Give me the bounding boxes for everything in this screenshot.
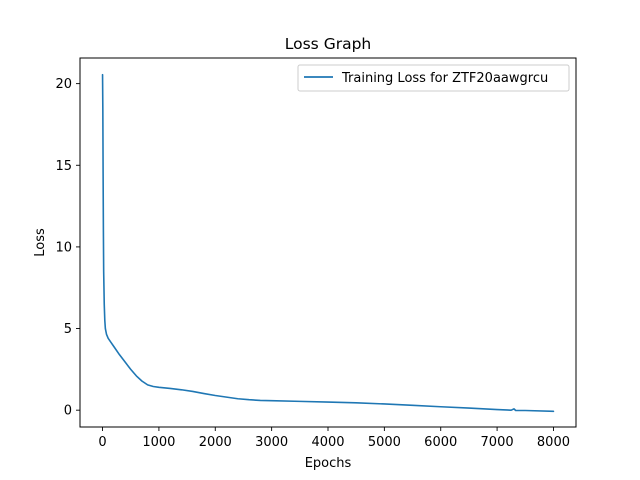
- y-tick-label: 0: [64, 404, 72, 419]
- x-tick-label: 7000: [481, 435, 514, 450]
- x-axis-label: Epochs: [305, 456, 352, 471]
- x-tick-label: 1000: [142, 435, 175, 450]
- x-tick-label: 3000: [255, 435, 288, 450]
- legend-box: [297, 64, 570, 92]
- x-tick-label: 4000: [311, 435, 344, 450]
- plot-frame: [79, 57, 577, 428]
- plot-layer: [101, 73, 555, 413]
- x-tick-label: 8000: [537, 435, 570, 450]
- tick-layer: 0 1000 2000 3000 4000 5000 6000 7000 8000 0 5 10 15 2…: [55, 77, 570, 450]
- y-axis-label: Loss: [33, 228, 48, 257]
- legend: Training Loss for ZTF20aawgrcu: [297, 64, 570, 92]
- chart-title: Loss Graph: [285, 35, 371, 53]
- y-tick-label: 10: [55, 240, 72, 255]
- x-tick-label: 2000: [199, 435, 232, 450]
- y-tick-label: 20: [55, 77, 72, 92]
- series-line-0: [101, 73, 555, 413]
- y-tick-label: 5: [64, 322, 72, 337]
- y-tick-label: 15: [55, 159, 72, 174]
- legend-entry-label: Training Loss for ZTF20aawgrcu: [341, 71, 548, 86]
- x-tick-label: 0: [98, 435, 106, 450]
- x-tick-label: 5000: [368, 435, 401, 450]
- x-tick-label: 6000: [424, 435, 457, 450]
